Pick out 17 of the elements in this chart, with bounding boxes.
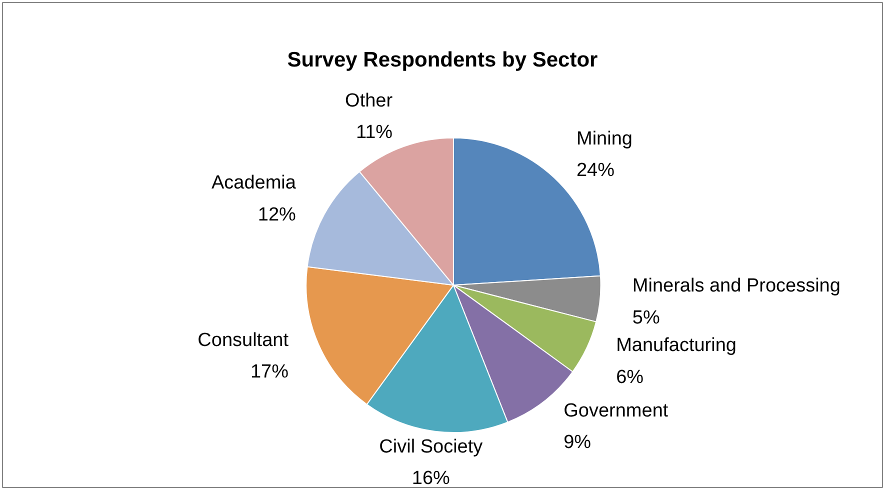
slice-label: Academia — [211, 172, 296, 194]
slice-label: Other — [345, 90, 394, 112]
slice-label: Civil Society — [379, 436, 484, 458]
slice-label: Manufacturing — [616, 335, 736, 356]
data-label: 12% — [258, 204, 296, 226]
data-label: 5% — [632, 307, 660, 328]
slice-label: Mining — [576, 128, 632, 150]
data-label: 16% — [412, 468, 450, 489]
data-label: 24% — [576, 160, 615, 181]
chart-title: Survey Respondents by Sector — [287, 48, 598, 72]
slice-label: Government — [564, 400, 669, 422]
slice-label: Consultant — [198, 330, 290, 351]
data-label: 17% — [250, 362, 289, 383]
slice-label: Minerals and Processing — [632, 276, 840, 297]
data-label: 6% — [616, 366, 644, 388]
data-label: 9% — [564, 432, 592, 454]
data-label: 11% — [356, 122, 393, 144]
